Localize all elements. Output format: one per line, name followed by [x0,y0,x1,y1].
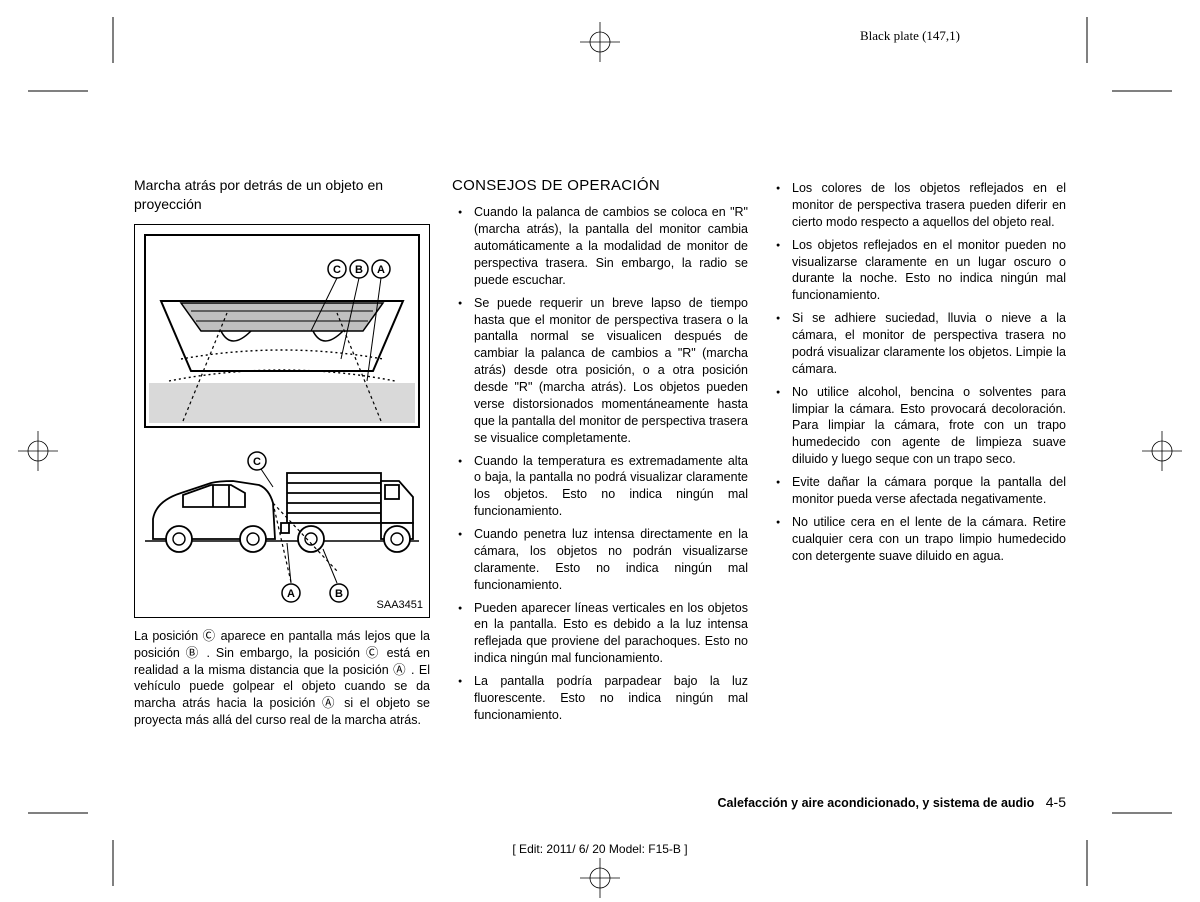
plate-info: Black plate (147,1) [860,28,960,44]
crop-mark-tr-h [1112,90,1172,92]
figure-side-view: C A B [141,431,423,611]
list-item: La pantalla podría parpadear bajo la luz… [452,673,748,724]
list-item: Los colores de los objetos reflejados en… [770,180,1066,231]
column-2: CONSEJOS DE OPERACIÓN Cuando la palanca … [452,176,748,730]
page-number: 4-5 [1046,794,1066,810]
chapter-title: Calefacción y aire acondicionado, y sist… [718,796,1035,810]
crop-mark-bl-h [28,812,88,814]
svg-text:A: A [287,588,295,600]
svg-text:C: C [333,264,341,276]
crop-mark-tl-h [28,90,88,92]
list-item: Si se adhiere suciedad, lluvia o nieve a… [770,310,1066,378]
section-subheading: Marcha atrás por detrás de un objeto en … [134,176,430,214]
registration-mark-left [18,431,58,471]
registration-mark-top [580,22,620,62]
svg-text:C: C [253,456,261,468]
tips-list-col2: Cuando la palanca de cambios se coloca e… [452,204,748,723]
list-item: Los objetos reflejados en el monitor pue… [770,237,1066,305]
list-item: No utilice alcohol, bencina o solventes … [770,384,1066,468]
edit-metadata: [ Edit: 2011/ 6/ 20 Model: F15-B ] [0,842,1200,856]
registration-mark-right [1142,431,1182,471]
list-item: Cuando la palanca de cambios se coloca e… [452,204,748,288]
figure-monitor-view: C B A [141,231,423,431]
svg-text:B: B [335,588,343,600]
figure-id: SAA3451 [377,598,423,613]
list-item: Cuando la temperatura es extremadamente … [452,453,748,521]
tips-list-col3: Los colores de los objetos reflejados en… [770,180,1066,564]
registration-mark-bottom [580,858,620,898]
crop-mark-tr-v [1086,17,1088,63]
section-heading: CONSEJOS DE OPERACIÓN [452,176,748,196]
list-item: No utilice cera en el lente de la cámara… [770,514,1066,565]
list-item: Pueden aparecer líneas verticales en los… [452,600,748,668]
list-item: Cuando penetra luz intensa directamente … [452,526,748,594]
list-item: Se puede requerir un breve lapso de tiem… [452,295,748,447]
crop-mark-tl-v [112,17,114,63]
svg-text:A: A [377,264,385,276]
footer-chapter: Calefacción y aire acondicionado, y sist… [718,794,1067,810]
svg-text:B: B [355,264,363,276]
figure-box: C B A [134,224,430,618]
page-content: Marcha atrás por detrás de un objeto en … [134,176,1066,730]
list-item: Evite dañar la cámara porque la pantalla… [770,474,1066,508]
column-1: Marcha atrás por detrás de un objeto en … [134,176,430,730]
column-3: Los colores de los objetos reflejados en… [770,176,1066,730]
figure-caption-para: La posición Ⓒ aparece en pantalla más le… [134,628,430,729]
crop-mark-br-h [1112,812,1172,814]
